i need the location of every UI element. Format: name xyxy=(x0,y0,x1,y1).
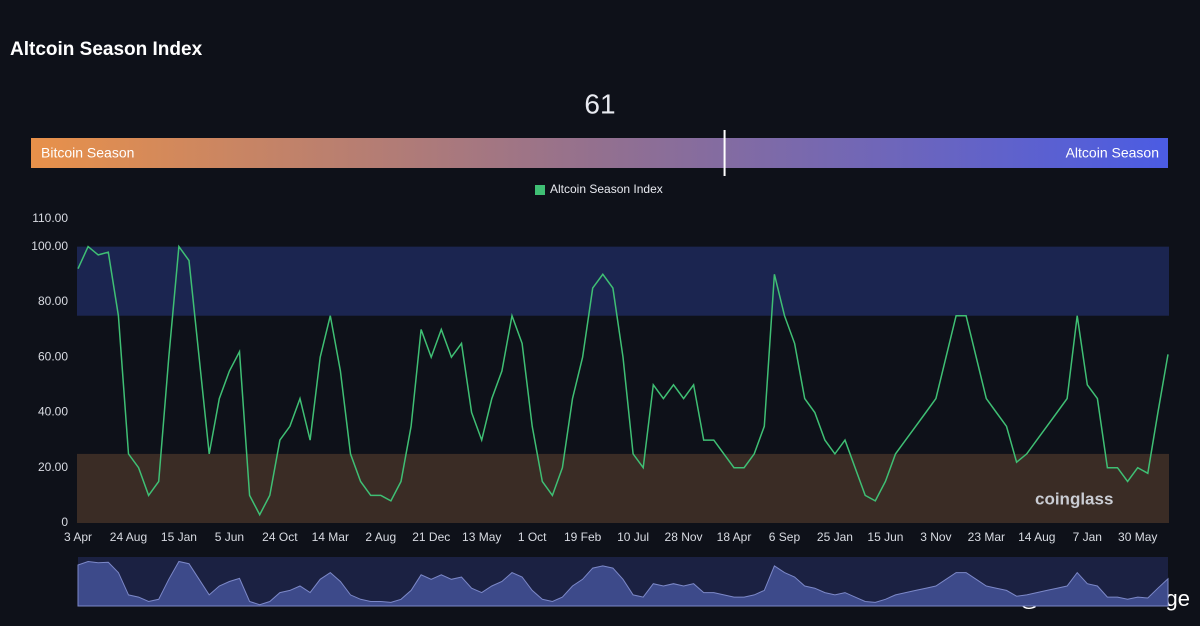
gauge-left-label: Bitcoin Season xyxy=(41,145,134,161)
x-tick-label: 15 Jun xyxy=(867,530,903,544)
series-line xyxy=(77,244,1169,517)
gauge-bar xyxy=(31,138,1168,168)
x-tick-label: 6 Sep xyxy=(769,530,801,544)
x-tick-label: 18 Apr xyxy=(717,530,752,544)
x-tick-label: 25 Jan xyxy=(817,530,853,544)
x-tick-label: 30 May xyxy=(1118,530,1157,544)
y-tick-label: 40.00 xyxy=(38,405,68,419)
x-tick-label: 28 Nov xyxy=(665,530,703,544)
x-tick-label: 3 Apr xyxy=(64,530,92,544)
x-tick-label: 1 Oct xyxy=(518,530,547,544)
x-tick-label: 2 Aug xyxy=(365,530,396,544)
x-tick-label: 14 Mar xyxy=(312,530,349,544)
y-tick-label: 110.00 xyxy=(32,211,68,225)
y-tick-label: 0 xyxy=(61,515,68,529)
x-tick-label: 3 Nov xyxy=(920,530,951,544)
gauge-value: 61 xyxy=(584,88,615,119)
y-tick-label: 100.00 xyxy=(31,239,68,253)
gauge-right-label: Altcoin Season xyxy=(1066,145,1159,161)
legend-label[interactable]: Altcoin Season Index xyxy=(550,182,663,196)
x-tick-label: 13 May xyxy=(462,530,501,544)
band xyxy=(77,246,1169,316)
x-tick-label: 5 Jun xyxy=(215,530,244,544)
y-tick-label: 20.00 xyxy=(38,460,68,474)
x-tick-label: 19 Feb xyxy=(564,530,602,544)
y-tick-label: 80.00 xyxy=(38,294,68,308)
x-tick-label: 7 Jan xyxy=(1073,530,1102,544)
x-tick-label: 14 Aug xyxy=(1018,530,1055,544)
x-tick-label: 24 Oct xyxy=(262,530,298,544)
navigator-area xyxy=(77,560,1169,607)
y-tick-label: 60.00 xyxy=(38,349,68,363)
x-tick-label: 23 Mar xyxy=(968,530,1005,544)
legend-swatch xyxy=(535,185,545,195)
x-tick-label: 21 Dec xyxy=(412,530,450,544)
x-tick-label: 15 Jan xyxy=(161,530,197,544)
band xyxy=(77,453,1169,523)
x-tick-label: 10 Jul xyxy=(617,530,649,544)
watermark: coinglass xyxy=(1035,489,1113,508)
x-tick-label: 24 Aug xyxy=(110,530,147,544)
chart-title: Altcoin Season Index xyxy=(10,39,203,60)
